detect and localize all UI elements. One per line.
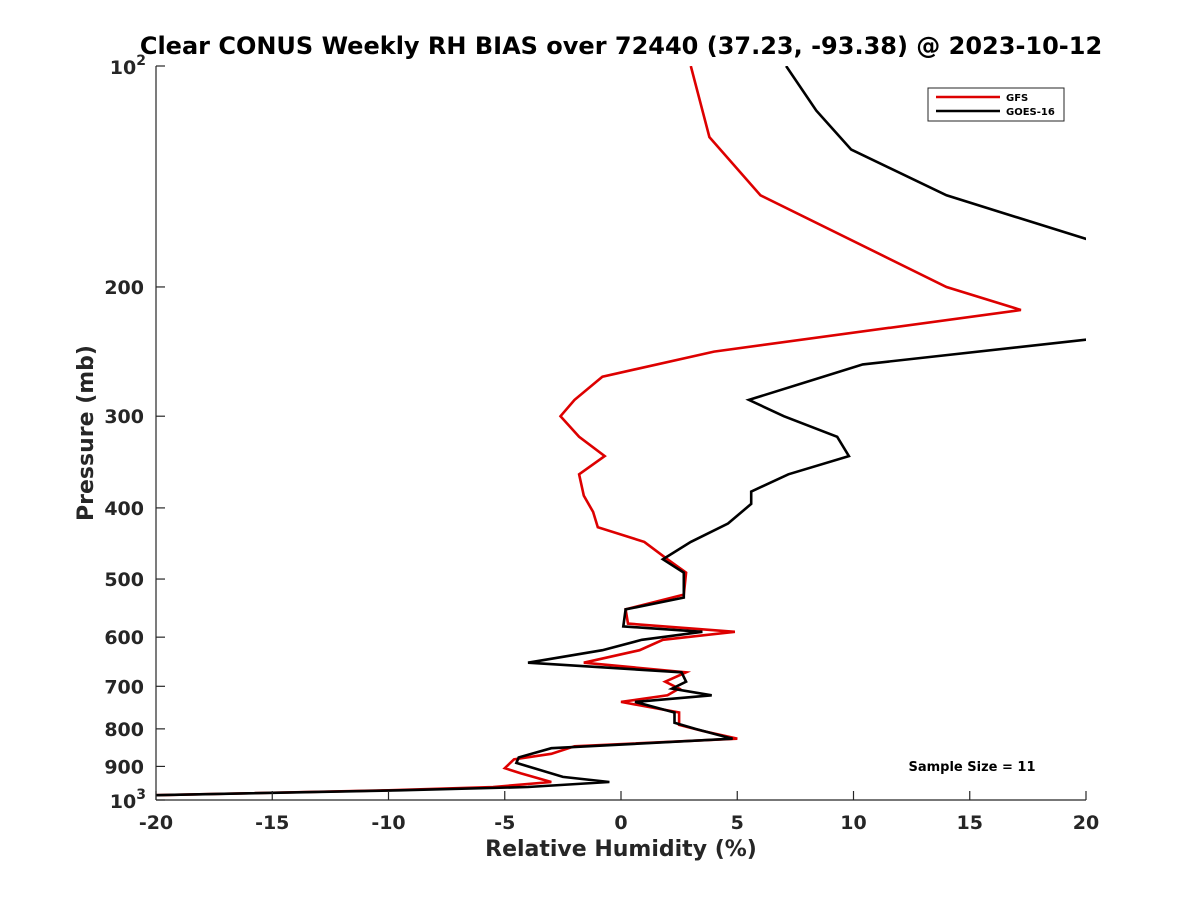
- y-tick-label: 500: [104, 569, 144, 591]
- y-tick-label: 300: [104, 406, 144, 428]
- chart-title: Clear CONUS Weekly RH BIAS over 72440 (3…: [140, 32, 1102, 60]
- x-tick-label: -20: [139, 812, 173, 834]
- y-tick-label: 800: [104, 719, 144, 741]
- y-tick-label: 400: [104, 498, 144, 520]
- y-tick-label-power: 103: [110, 787, 146, 813]
- x-tick-label: -10: [371, 812, 405, 834]
- legend: GFS GOES-16: [927, 87, 1065, 122]
- x-tick-label: 5: [731, 812, 744, 834]
- series-layer: [156, 66, 1086, 797]
- x-axis-ticks: -20 -15 -10 -5 0 5 10 15 20: [139, 791, 1099, 834]
- legend-box: [927, 87, 1065, 122]
- y-tick-label: 200: [104, 277, 144, 299]
- x-tick-label: -5: [494, 812, 515, 834]
- y-tick-label: 900: [104, 756, 144, 778]
- x-tick-label: 10: [840, 812, 866, 834]
- x-tick-label: -15: [255, 812, 289, 834]
- x-tick-label: 15: [957, 812, 983, 834]
- y-tick-label: 700: [104, 676, 144, 698]
- x-tick-label: 0: [614, 812, 627, 834]
- x-tick-label: 20: [1073, 812, 1099, 834]
- series-line-goes16: [156, 66, 1086, 797]
- series-line-gfs: [156, 66, 1022, 797]
- y-axis-label: Pressure (mb): [74, 345, 99, 521]
- plot-area: [156, 66, 1086, 800]
- y-tick-label: 600: [104, 627, 144, 649]
- y-axis-ticks: 200 300 400 500 600 700 800 900 102 103: [104, 53, 165, 813]
- legend-label-goes16: GOES-16: [1006, 107, 1055, 118]
- y-tick-label-power: 102: [110, 53, 146, 79]
- legend-label-gfs: GFS: [1006, 93, 1028, 104]
- sample-size-annotation: Sample Size = 11: [908, 760, 1035, 775]
- x-axis-label: Relative Humidity (%): [485, 837, 757, 862]
